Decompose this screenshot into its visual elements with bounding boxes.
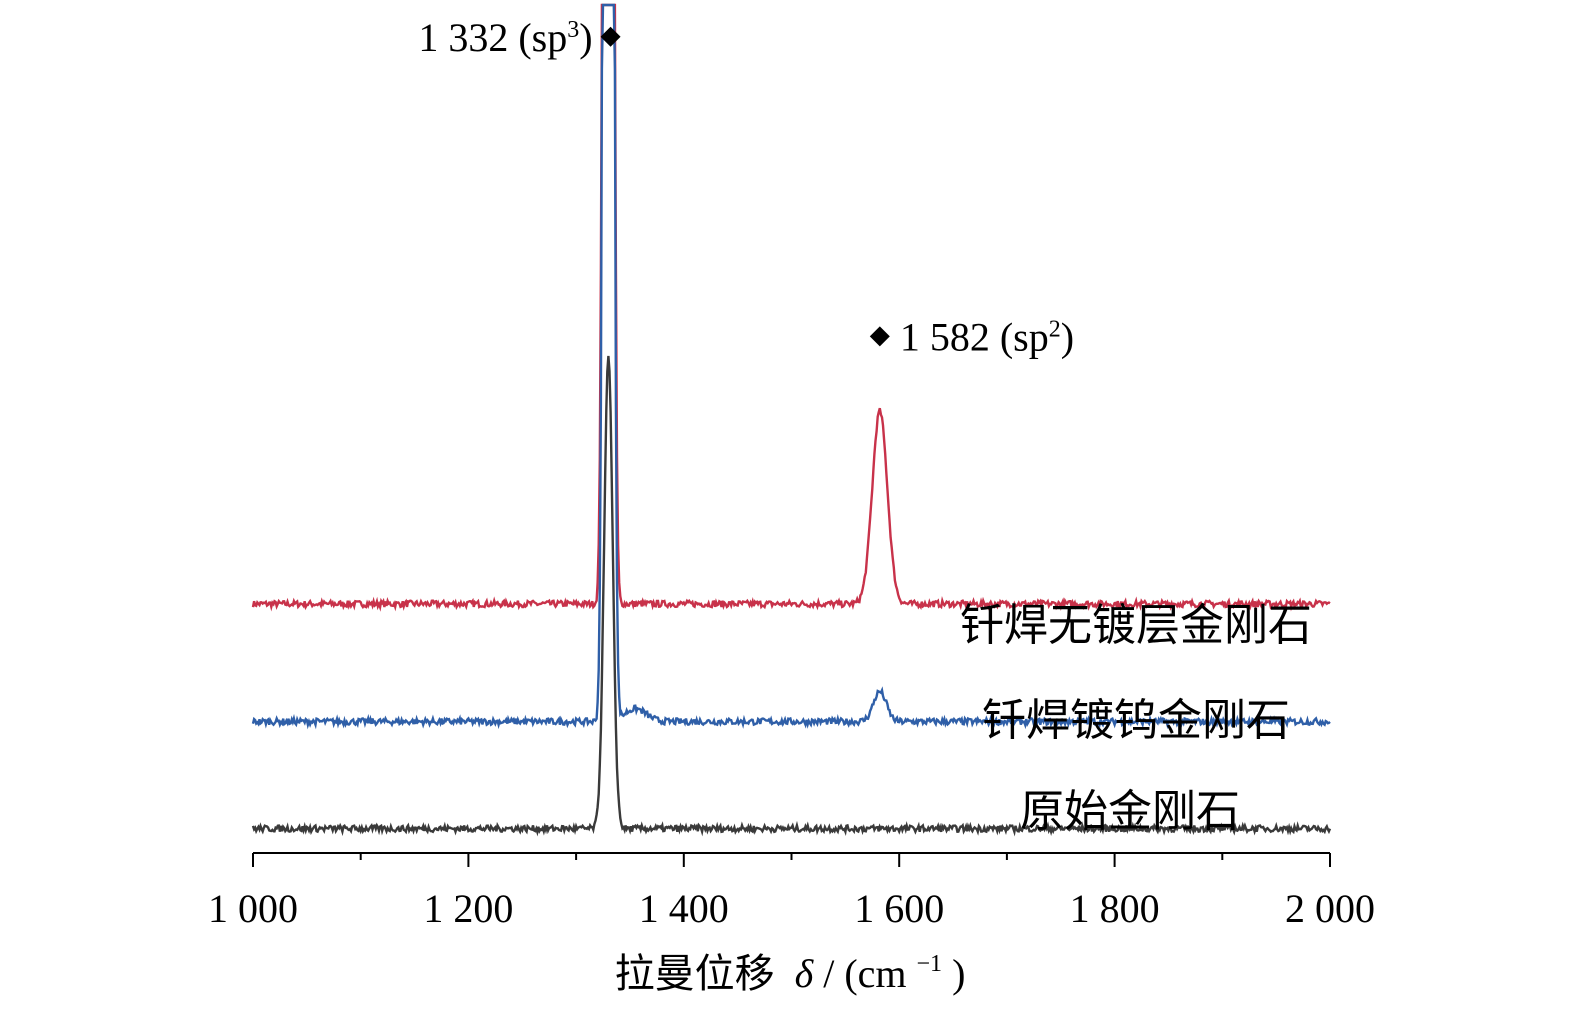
series-label: 钎焊无镀层金刚石 (960, 600, 1312, 651)
x-tick-label: 1 000 (208, 886, 298, 931)
series-layer (251, 3, 1332, 837)
annotation-label-end: ) (1061, 314, 1074, 359)
x-axis-label-unit: / (cm (823, 951, 906, 996)
annotation-layer: 1 332 (sp3)1 582 (sp2) (418, 15, 1074, 360)
annotation-label-end: ) (579, 15, 592, 60)
series-label: 原始金刚石 (1020, 786, 1240, 837)
annotation-marker (600, 26, 621, 47)
annotation-label-main: 1 582 (sp (900, 314, 1049, 359)
series-label: 钎焊镀钨金刚石 (982, 695, 1290, 746)
x-axis-label-cjk: 拉曼位移 (615, 951, 775, 997)
x-tick-layer: 1 000 1 200 1 400 1 600 1 800 2 000 (208, 853, 1375, 931)
annotation-label: 1 582 (sp2) (900, 314, 1074, 359)
x-tick-label: 1 600 (854, 886, 944, 931)
x-tick-label: 1 800 (1070, 886, 1160, 931)
x-tick-label: 2 000 (1285, 886, 1375, 931)
series-line (251, 3, 1331, 612)
x-axis-label: 拉曼位移 δ / (cm −1 ) (615, 935, 966, 997)
annotation-label-sup: 3 (567, 17, 579, 43)
series-line (251, 355, 1332, 837)
x-axis-label-unit-exp: −1 (917, 951, 943, 977)
series-line (251, 3, 1331, 730)
x-tick-label: 1 200 (423, 886, 513, 931)
annotation-label-main: 1 332 (sp (418, 15, 567, 60)
annotation-label: 1 332 (sp3) (418, 15, 592, 60)
x-axis-label-symbol: δ (795, 951, 815, 996)
x-tick-label: 1 400 (639, 886, 729, 931)
x-axis-label-unit-end: ) (952, 951, 965, 996)
annotation-marker (869, 326, 890, 347)
annotation-label-sup: 2 (1049, 316, 1061, 342)
